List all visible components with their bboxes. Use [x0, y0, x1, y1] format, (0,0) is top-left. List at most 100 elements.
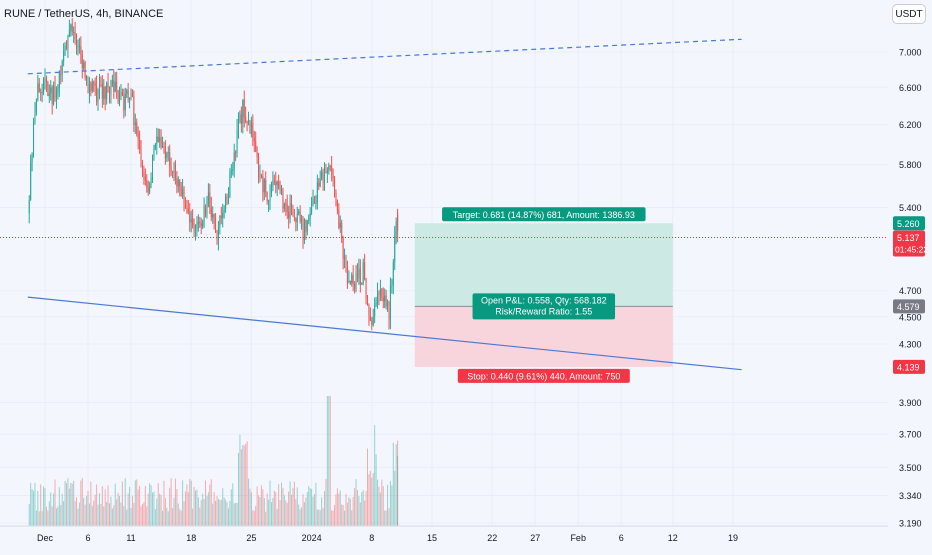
volume-series [28, 396, 399, 526]
volume-bar [169, 487, 171, 526]
candle-body [45, 78, 47, 82]
candle-body [210, 207, 212, 218]
candle-body [203, 206, 205, 222]
candle-body [43, 78, 45, 93]
volume-bar [303, 502, 305, 526]
price-tick-label: 3.700 [899, 430, 922, 440]
candle-body [266, 192, 268, 202]
volume-bar [141, 504, 143, 526]
candle-body [107, 83, 109, 89]
candle-body [379, 289, 381, 295]
time-tick-label: 2024 [302, 533, 322, 543]
candle-body [236, 129, 238, 153]
candle-body [140, 149, 142, 165]
candle-body [364, 262, 366, 279]
chart-title: RUNE / TetherUS, 4h, BINANCE [4, 8, 164, 20]
candle-body [48, 93, 50, 97]
candle-body [60, 73, 62, 75]
volume-bar [151, 492, 154, 526]
candle-body [137, 133, 139, 139]
candle-body [91, 82, 93, 91]
volume-bar [73, 480, 75, 526]
candle-body [162, 145, 164, 148]
candle-body [97, 90, 99, 102]
volume-bar [279, 500, 281, 526]
volume-bar [134, 480, 136, 526]
volume-bar [197, 497, 199, 526]
volume-bar [127, 493, 129, 526]
candle-body [235, 152, 237, 154]
volume-bar [305, 497, 307, 526]
volume-bar [199, 507, 201, 526]
volume-bar [378, 486, 380, 526]
volume-bar [217, 498, 219, 526]
volume-bar [170, 478, 172, 526]
candle-body [164, 146, 166, 159]
candle-body [44, 78, 46, 80]
candle-body [180, 186, 182, 196]
candle-body [359, 268, 361, 285]
time-tick-label: 19 [728, 533, 738, 543]
candle-body [377, 292, 379, 303]
volume-bar [272, 498, 274, 526]
candle-body [309, 213, 311, 219]
volume-bar [136, 479, 138, 526]
volume-bar [51, 506, 53, 526]
candle-body [63, 51, 65, 62]
candle-body [90, 83, 92, 91]
candle-body [68, 30, 70, 36]
time-tick-label: 12 [668, 533, 678, 543]
volume-bar [205, 480, 207, 526]
volume-bar [76, 497, 78, 526]
volume-bar [57, 506, 59, 526]
candle-body [207, 192, 209, 205]
candle-body [230, 170, 232, 173]
candle-body [73, 31, 75, 33]
volume-bar [88, 503, 90, 526]
volume-bar [364, 500, 366, 526]
volume-bar [166, 507, 168, 526]
candle-body [276, 181, 278, 186]
volume-bar [50, 492, 52, 526]
candle-body [174, 163, 176, 179]
currency-button[interactable]: USDT [892, 4, 926, 24]
volume-bar [149, 483, 151, 526]
volume-bar [60, 505, 62, 526]
candle-body [30, 162, 32, 201]
volume-bar [91, 505, 93, 526]
volume-bar [292, 488, 294, 526]
candle-body [113, 80, 115, 92]
stop-label-text: Stop: 0.440 (9.61%) 440, Amount: 750 [467, 371, 620, 381]
volume-bar [216, 496, 218, 526]
volume-bar [54, 479, 56, 526]
volume-bar [137, 489, 139, 526]
candle-body [371, 320, 373, 325]
candle-body [205, 206, 207, 216]
volume-bar [392, 442, 394, 526]
volume-bar [375, 454, 377, 526]
volume-bar [63, 501, 65, 526]
volume-bar [374, 425, 376, 526]
volume-bar [322, 508, 324, 526]
price-label: 4.579 [893, 299, 925, 314]
volume-bar [232, 483, 234, 526]
candle-body [285, 203, 287, 206]
volume-bar [356, 490, 358, 526]
volume-bar [253, 510, 255, 526]
volume-bar [101, 486, 103, 526]
volume-bar [359, 502, 361, 526]
volume-bar [263, 497, 265, 526]
candle-body [153, 148, 155, 160]
candle-body [306, 220, 308, 232]
volume-bar [365, 491, 367, 526]
candle-body [106, 83, 108, 100]
volume-bar [311, 489, 313, 526]
candle-body [160, 137, 162, 148]
time-tick-label: 22 [487, 533, 497, 543]
volume-bar [173, 497, 175, 526]
candle-body [298, 211, 300, 214]
candle-body [245, 117, 247, 122]
volume-bar [394, 470, 396, 526]
